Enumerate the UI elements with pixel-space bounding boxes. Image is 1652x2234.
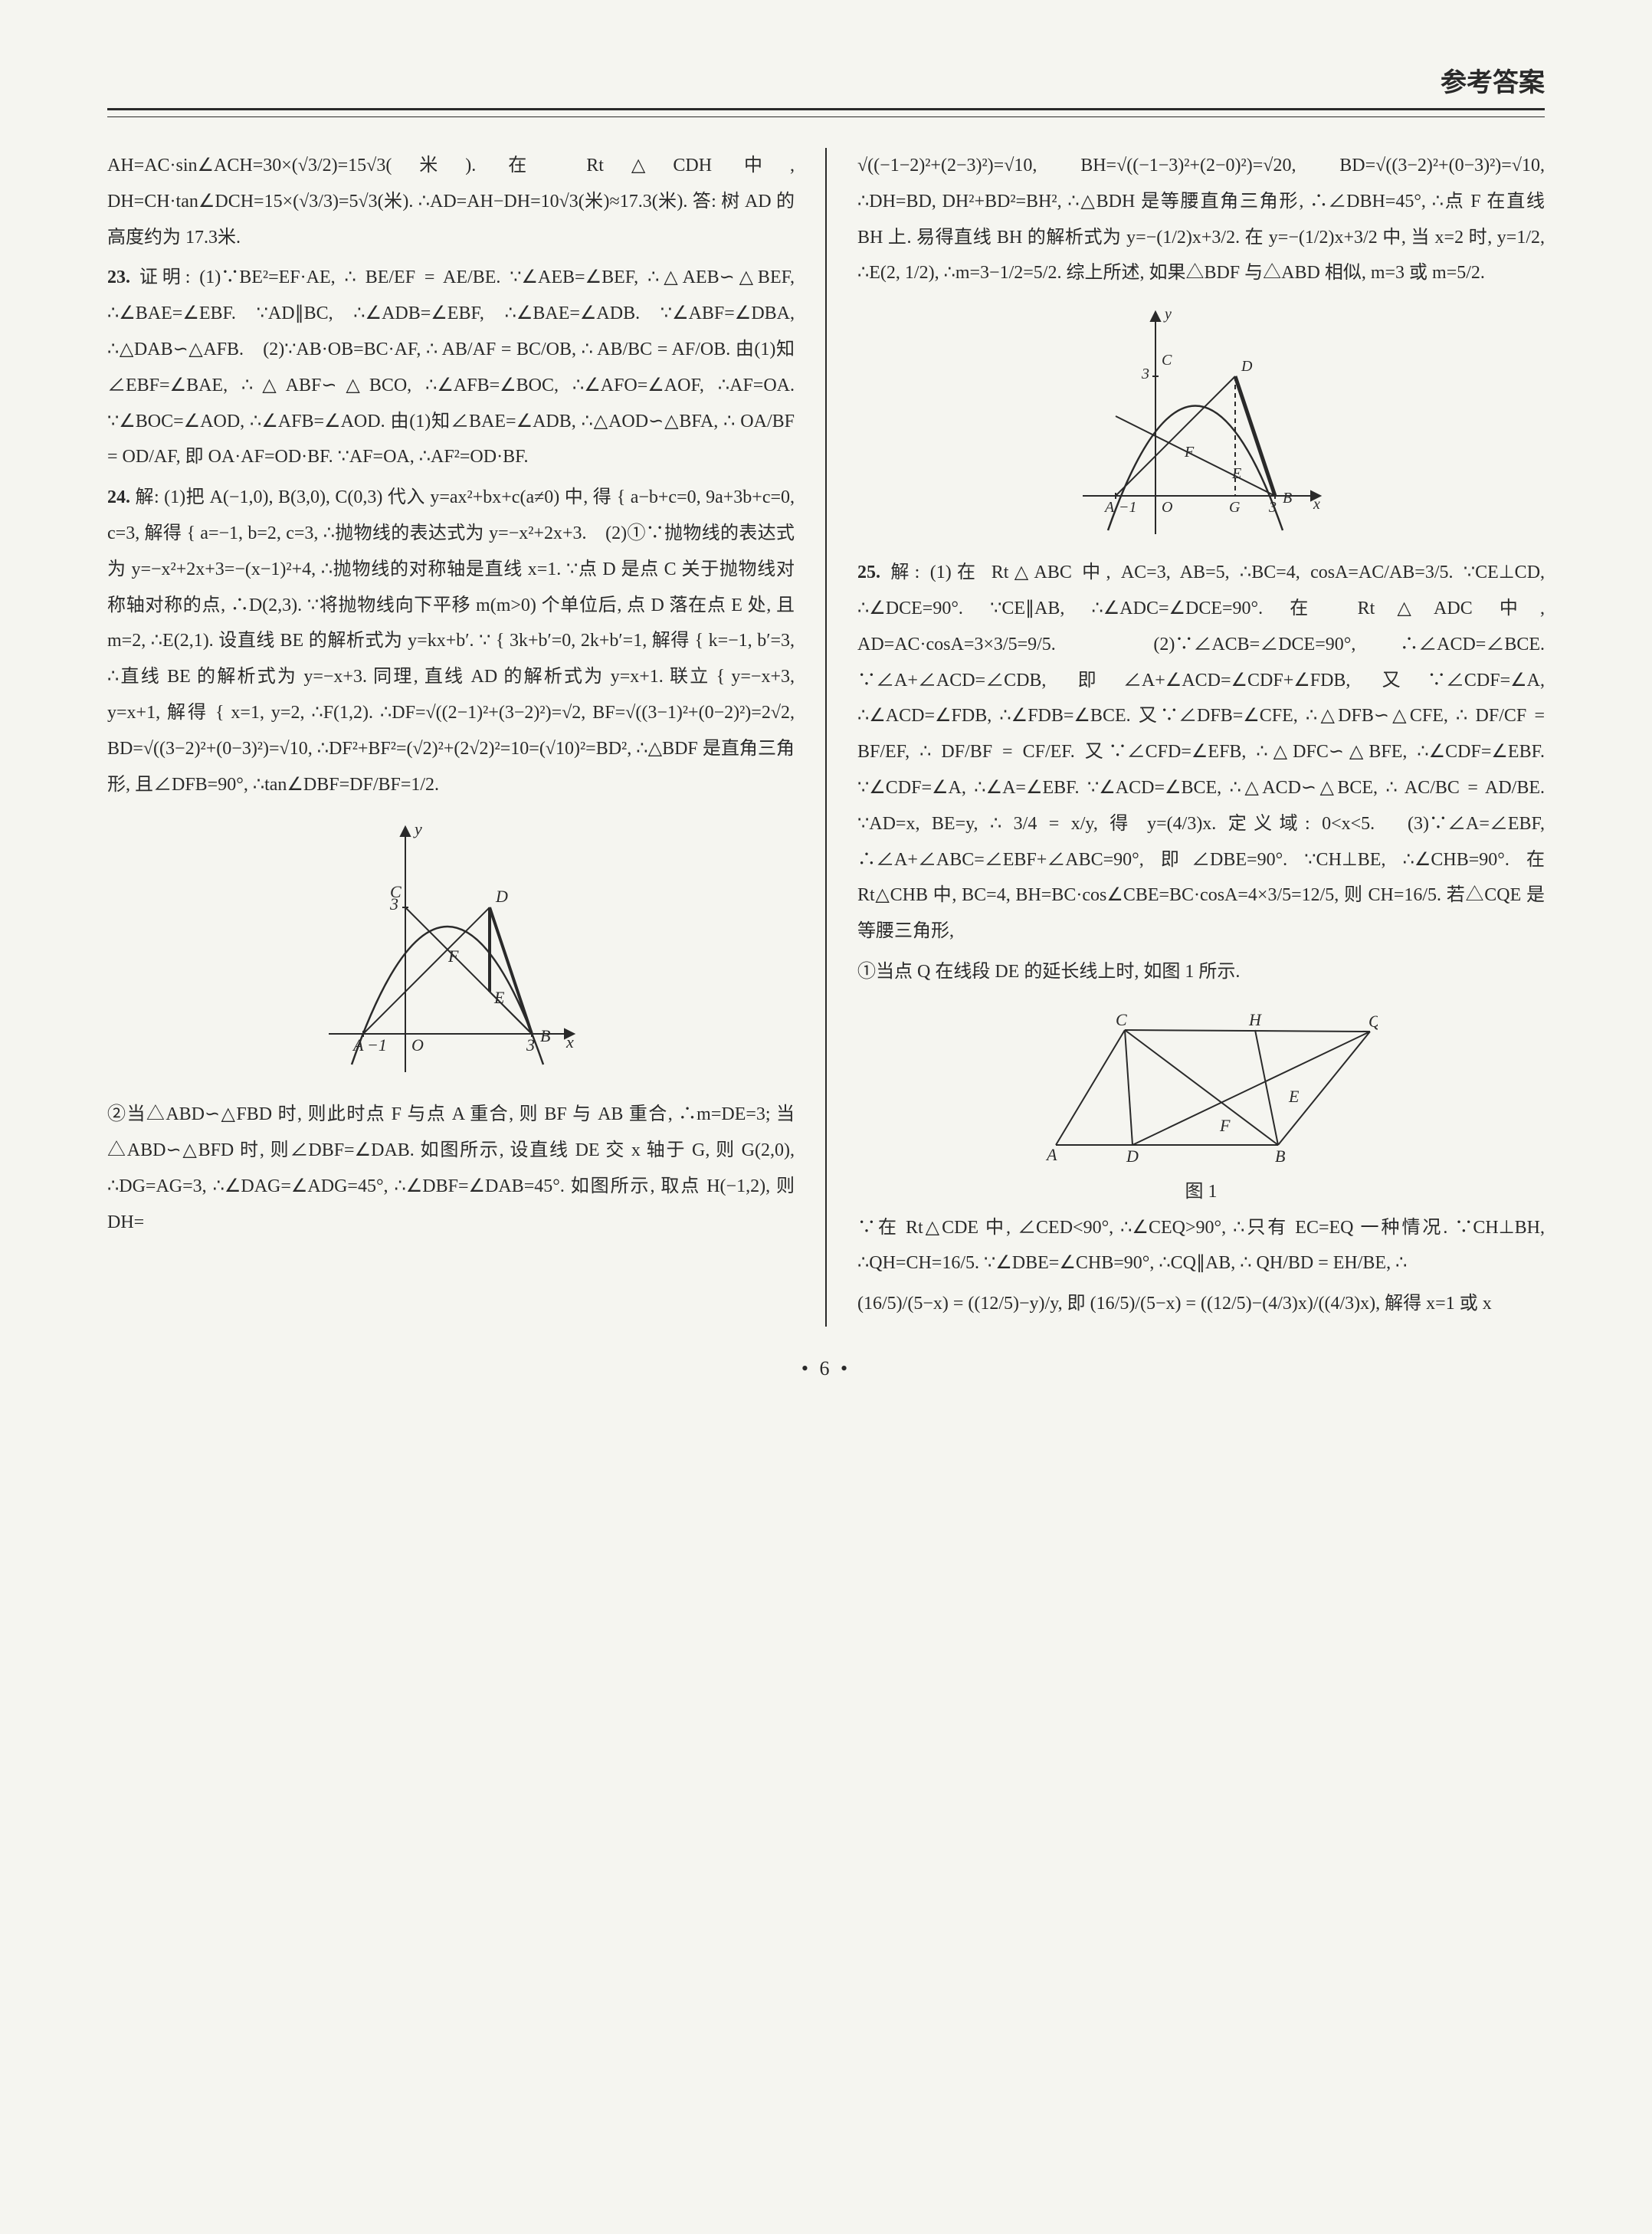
svg-text:3: 3 bbox=[1268, 499, 1277, 516]
p23-body: (1)∵BE²=EF·AE, ∴ BE/EF = AE/BE. ∵∠AEB=∠B… bbox=[107, 267, 795, 467]
svg-text:3: 3 bbox=[526, 1035, 535, 1055]
svg-text:C: C bbox=[1116, 1010, 1127, 1029]
figure-25-label: 图 1 bbox=[857, 1174, 1545, 1210]
svg-text:F: F bbox=[447, 946, 459, 966]
svg-text:G: G bbox=[1229, 499, 1241, 516]
svg-text:C: C bbox=[1162, 352, 1172, 369]
svg-text:Q: Q bbox=[1368, 1012, 1378, 1031]
svg-text:E: E bbox=[1231, 465, 1241, 482]
problem-24-part2: ②当△ABD∽△FBD 时, 则此时点 F 与点 A 重合, 则 BF 与 AB… bbox=[107, 1097, 795, 1240]
problem-24-cont: √((−1−2)²+(2−3)²)=√10, BH=√((−1−3)²+(2−0… bbox=[857, 148, 1545, 291]
right-column: √((−1−2)²+(2−3)²)=√10, BH=√((−1−3)²+(2−0… bbox=[857, 148, 1545, 1327]
svg-text:E: E bbox=[1288, 1087, 1300, 1106]
svg-text:O: O bbox=[1162, 499, 1172, 516]
p25-body1: (1)在 Rt△ABC 中, AC=3, AB=5, ∴BC=4, cosA=A… bbox=[857, 563, 1545, 941]
svg-text:x: x bbox=[1313, 496, 1320, 513]
figure-25: A D B C H Q E F bbox=[1025, 999, 1378, 1168]
svg-text:−1: −1 bbox=[1119, 499, 1137, 516]
svg-text:B: B bbox=[540, 1026, 550, 1045]
problem-23: 23. 证明: (1)∵BE²=EF·AE, ∴ BE/EF = AE/BE. … bbox=[107, 260, 795, 475]
p25-num: 25. bbox=[857, 563, 880, 582]
svg-text:D: D bbox=[495, 887, 508, 906]
svg-text:x: x bbox=[565, 1032, 574, 1051]
svg-text:A: A bbox=[352, 1035, 364, 1055]
svg-text:y: y bbox=[1163, 306, 1172, 323]
svg-text:3: 3 bbox=[1141, 366, 1149, 382]
p23-label: 证明: bbox=[139, 267, 190, 287]
svg-text:B: B bbox=[1275, 1147, 1285, 1166]
problem-24: 24. 解: (1)把 A(−1,0), B(3,0), C(0,3) 代入 y… bbox=[107, 480, 795, 802]
p24-cont-text: √((−1−2)²+(2−3)²)=√10, BH=√((−1−3)²+(2−0… bbox=[857, 156, 1545, 283]
svg-text:E: E bbox=[493, 988, 505, 1007]
svg-text:D: D bbox=[1241, 358, 1253, 375]
problem-25-body2: ∵在 Rt△CDE 中, ∠CED<90°, ∴∠CEQ>90°, ∴只有 EC… bbox=[857, 1210, 1545, 1282]
column-divider bbox=[825, 148, 827, 1327]
problem-25: 25. 解: (1)在 Rt△ABC 中, AC=3, AB=5, ∴BC=4,… bbox=[857, 555, 1545, 950]
p24-body2: ②当△ABD∽△FBD 时, 则此时点 F 与点 A 重合, 则 BF 与 AB… bbox=[107, 1104, 795, 1232]
svg-text:C: C bbox=[390, 882, 402, 901]
header-title: 参考答案 bbox=[1441, 69, 1545, 97]
p22-text: AH=AC·sin∠ACH=30×(√3/2)=15√3(米). 在 Rt△CD… bbox=[107, 156, 795, 248]
p23-num: 23. bbox=[107, 267, 130, 287]
svg-text:F: F bbox=[1184, 444, 1195, 461]
page-number: • 6 • bbox=[107, 1357, 1545, 1380]
problem-22-tail: AH=AC·sin∠ACH=30×(√3/2)=15√3(米). 在 Rt△CD… bbox=[107, 148, 795, 255]
svg-text:y: y bbox=[413, 819, 422, 838]
svg-text:B: B bbox=[1283, 490, 1292, 507]
p24-label: 解: bbox=[136, 487, 159, 507]
svg-text:D: D bbox=[1126, 1147, 1139, 1166]
p24-body1: (1)把 A(−1,0), B(3,0), C(0,3) 代入 y=ax²+bx… bbox=[107, 487, 795, 794]
svg-text:−1: −1 bbox=[367, 1035, 387, 1055]
p25-case1: ①当点 Q 在线段 DE 的延长线上时, 如图 1 所示. bbox=[857, 962, 1240, 982]
svg-text:H: H bbox=[1248, 1010, 1262, 1029]
p25-body2: ∵在 Rt△CDE 中, ∠CED<90°, ∴∠CEQ>90°, ∴只有 EC… bbox=[857, 1218, 1545, 1274]
header-rule bbox=[107, 116, 1545, 117]
page-header: 参考答案 bbox=[107, 61, 1545, 110]
svg-text:O: O bbox=[411, 1035, 424, 1055]
figure-24b: A −1 O 3 B 3 C D E F G x y bbox=[1071, 300, 1332, 546]
figure-24: A −1 O 3 B 3 C D E F x y bbox=[313, 812, 589, 1087]
p25-eq-final: (16/5)/(5−x) = ((12/5)−y)/y, 即 (16/5)/(5… bbox=[857, 1294, 1492, 1314]
svg-text:A: A bbox=[1045, 1145, 1057, 1164]
svg-text:F: F bbox=[1219, 1116, 1231, 1135]
p24-num: 24. bbox=[107, 487, 130, 507]
two-column-layout: AH=AC·sin∠ACH=30×(√3/2)=15√3(米). 在 Rt△CD… bbox=[107, 148, 1545, 1327]
problem-25-case1: ①当点 Q 在线段 DE 的延长线上时, 如图 1 所示. bbox=[857, 954, 1545, 990]
p25-label: 解: bbox=[890, 563, 919, 582]
left-column: AH=AC·sin∠ACH=30×(√3/2)=15√3(米). 在 Rt△CD… bbox=[107, 148, 795, 1327]
svg-text:A: A bbox=[1103, 499, 1115, 516]
problem-25-eq: (16/5)/(5−x) = ((12/5)−y)/y, 即 (16/5)/(5… bbox=[857, 1286, 1545, 1322]
